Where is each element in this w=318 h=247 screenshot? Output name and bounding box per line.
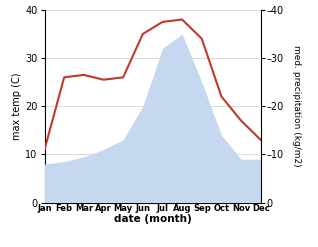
X-axis label: date (month): date (month) [114, 214, 191, 224]
Y-axis label: med. precipitation (kg/m2): med. precipitation (kg/m2) [292, 45, 301, 167]
Y-axis label: max temp (C): max temp (C) [12, 72, 23, 140]
